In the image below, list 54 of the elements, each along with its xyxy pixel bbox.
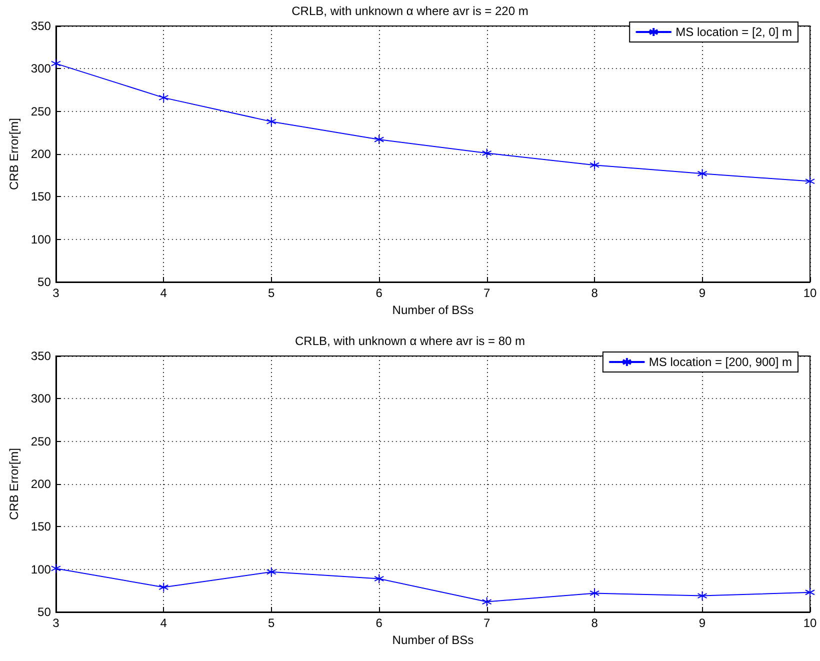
y-tick-label: 350 [30,19,52,33]
x-tick-label: 7 [483,616,490,630]
point [805,176,815,186]
point [482,596,492,607]
x-tick-label: 8 [591,286,598,300]
x-tick-label: 4 [160,616,168,630]
x-axis-title: Number of BSs [392,633,474,647]
point [374,574,384,584]
point [158,92,169,103]
y-tick-label: 250 [30,104,52,118]
point [697,590,708,601]
y-tick-label: 200 [30,477,52,491]
point [805,587,815,598]
x-tick-label: 6 [376,616,383,630]
x-tick-label: 9 [698,286,706,300]
y-tick-label: 100 [30,562,52,576]
legend-label: MS location = [200, 900] m [648,355,792,369]
y-axis-title: CRB Error[m] [7,118,21,190]
y-tick-label: 50 [38,605,52,619]
point [374,134,384,144]
chart-title: CRLB, with unknown α where avr is = 80 m [294,334,526,348]
legend-label: MS location = [2, 0] m [676,25,792,39]
x-tick-label: 8 [591,616,598,630]
point [482,148,492,158]
y-tick-label: 200 [30,147,52,161]
x-tick-label: 10 [803,286,817,300]
y-tick-label: 150 [30,520,52,534]
x-tick-label: 10 [803,616,817,630]
x-tick-label: 4 [160,286,168,300]
x-tick-label: 3 [52,286,60,300]
point [266,116,276,127]
y-tick-label: 100 [30,232,52,246]
x-tick-label: 6 [376,286,383,300]
point [50,563,61,574]
y-tick-label: 250 [30,434,52,448]
point [590,160,600,170]
y-tick-label: 150 [30,190,52,204]
x-tick-label: 5 [268,286,276,300]
x-tick-label: 7 [483,286,490,300]
point [590,588,600,598]
point [697,168,708,179]
point [50,58,61,69]
y-tick-label: 50 [38,275,52,289]
point [158,582,169,592]
chart-title: CRLB, with unknown α where avr is = 220 m [292,4,528,18]
point [266,566,276,577]
y-tick-label: 350 [30,349,52,363]
y-tick-label: 300 [30,392,52,406]
y-axis-title: CRB Error[m] [7,448,21,520]
x-tick-label: 9 [698,616,706,630]
x-axis-title: Number of BSs [392,303,474,317]
y-tick-label: 300 [30,62,52,76]
x-tick-label: 3 [52,616,60,630]
x-tick-label: 5 [268,616,276,630]
